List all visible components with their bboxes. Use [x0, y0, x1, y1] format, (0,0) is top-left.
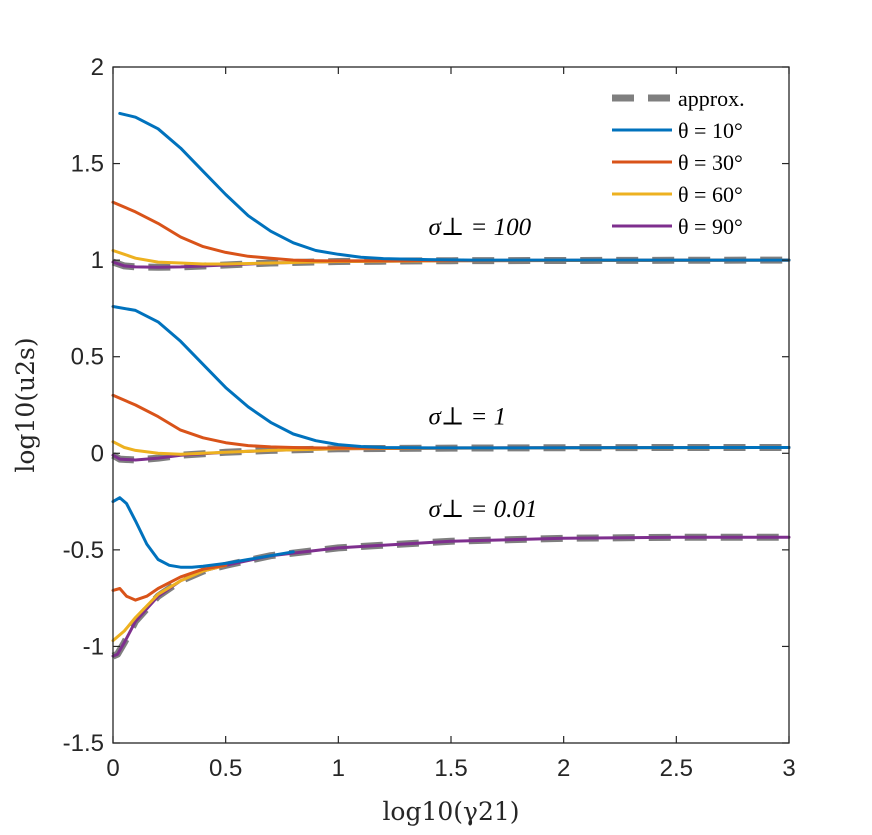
series-line-theta30-group-3 — [111, 563, 228, 602]
series-line-theta10-group-3 — [111, 496, 295, 569]
series-line-theta60-group-3 — [111, 563, 228, 643]
legend: approx. θ = 10° θ = 30° θ = 60° θ = 90° — [612, 86, 745, 239]
series-line-theta10-group-2 — [111, 305, 791, 450]
x-tick-label: 3 — [782, 755, 795, 782]
legend-label-theta30: θ = 30° — [678, 150, 743, 175]
y-tick-label: 0 — [91, 440, 104, 467]
y-tick-label: 2 — [91, 54, 104, 81]
tick-layer: 0 0.5 1 1.5 2 2.5 3 -1.5 -1 -0.5 0 0.5 1 1.5 2 — [63, 54, 796, 782]
x-tick-label: 1.5 — [434, 755, 467, 782]
y-tick-label: -1 — [83, 633, 104, 660]
x-tick-label: 0 — [106, 755, 119, 782]
x-tick-label: 2.5 — [660, 755, 693, 782]
y-tick-label: 1.5 — [71, 151, 104, 178]
plot-background — [113, 67, 789, 743]
annotation-layer: σ⊥ = 100 σ⊥ = 1 σ⊥ = 0.01 — [428, 214, 537, 523]
series-layer — [111, 111, 791, 660]
legend-label-theta60: θ = 60° — [678, 182, 743, 207]
y-tick-label: -0.5 — [63, 537, 104, 564]
group-annotation: σ⊥ = 1 — [428, 403, 506, 430]
legend-label-theta90: θ = 90° — [678, 214, 743, 239]
y-tick-label: 0.5 — [71, 344, 104, 371]
y-tick-label: 1 — [91, 247, 104, 274]
y-axis-label: log10(u2s) — [11, 337, 40, 472]
y-tick-label: -1.5 — [63, 730, 104, 757]
y-axis-label-text: log10(u2s) — [11, 337, 40, 472]
x-tick-label: 1 — [332, 755, 345, 782]
x-tick-label: 2 — [557, 755, 570, 782]
legend-label-approx: approx. — [678, 86, 745, 111]
series-line-theta30-group-1 — [111, 200, 791, 263]
x-tick-label: 0.5 — [209, 755, 242, 782]
x-axis-label-text: log10(γ21) — [382, 797, 519, 826]
series-line-theta10-group-1 — [118, 111, 791, 262]
group-annotation: σ⊥ = 100 — [428, 214, 531, 241]
legend-label-theta10: θ = 10° — [678, 118, 743, 143]
x-axis-label: log10(γ21) — [382, 797, 519, 826]
group-annotation: σ⊥ = 0.01 — [428, 496, 537, 523]
